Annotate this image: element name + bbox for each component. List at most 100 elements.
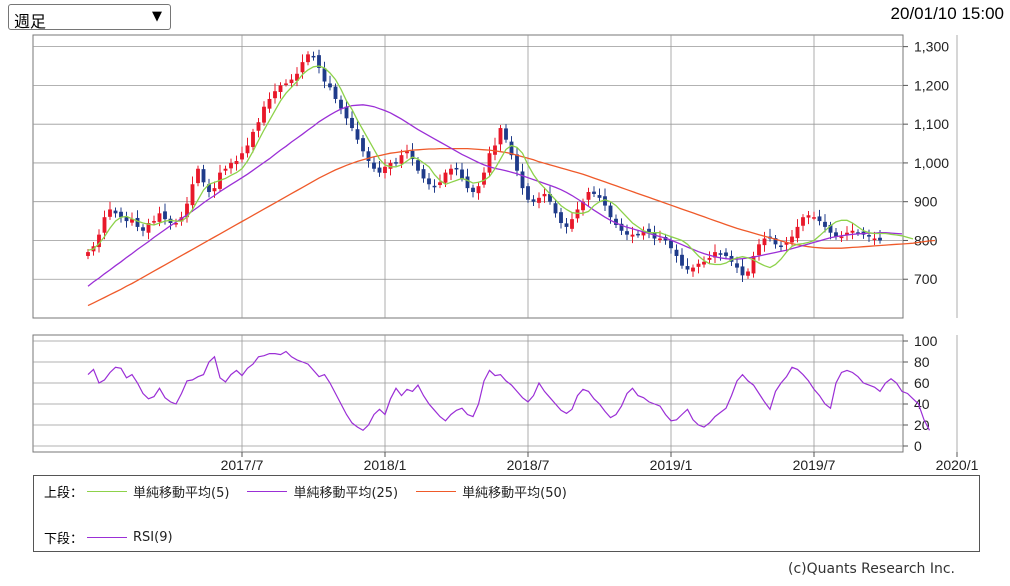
candle-body xyxy=(625,231,629,235)
candle-body xyxy=(685,266,690,270)
candle-body xyxy=(724,252,728,256)
candle-body xyxy=(608,205,613,218)
candle-body xyxy=(850,230,855,233)
candle-body xyxy=(460,169,464,179)
rsi-frame xyxy=(32,334,904,453)
candle-body xyxy=(405,151,409,154)
candle-body xyxy=(295,73,299,81)
candle-body xyxy=(163,211,167,220)
legend-ma5-label: 単純移動平均(5) xyxy=(133,486,230,501)
candle-body xyxy=(289,79,294,84)
candle-body xyxy=(878,237,882,241)
candle-body xyxy=(542,193,547,197)
x-tick-label: 2018/1 xyxy=(364,457,407,470)
candle-body xyxy=(751,255,756,274)
candle-body xyxy=(97,234,101,248)
candle-body xyxy=(482,172,486,185)
candle-body xyxy=(146,223,151,233)
candle-body xyxy=(157,213,162,222)
candle-body xyxy=(537,197,541,203)
candle-body xyxy=(630,234,635,237)
timestamp: 20/01/10 15:00 xyxy=(890,4,1004,23)
x-tick-label: 2019/1 xyxy=(650,457,693,470)
legend-rsi-line xyxy=(87,537,128,538)
legend-ma50-line xyxy=(416,491,457,492)
candle-body xyxy=(713,252,717,258)
period-select[interactable]: 週足 ▼ xyxy=(8,4,171,31)
x-tick-label: 2020/1 xyxy=(936,457,979,470)
candle-body xyxy=(449,168,453,175)
candle-body xyxy=(757,244,761,256)
candle-body xyxy=(581,201,585,211)
candle-body xyxy=(207,184,211,193)
candle-body xyxy=(300,62,305,73)
candle-body xyxy=(317,55,321,68)
candle-body xyxy=(465,176,470,189)
price-tick-label: 900 xyxy=(914,194,938,210)
candle-body xyxy=(702,261,706,265)
candle-body xyxy=(223,168,228,171)
candle-body xyxy=(586,192,591,200)
ma5-line xyxy=(87,65,914,269)
candle-body xyxy=(779,245,783,248)
candle-body xyxy=(135,217,140,227)
price-tick-label: 700 xyxy=(914,271,938,287)
candle-body xyxy=(823,221,827,227)
candle-body xyxy=(119,211,123,218)
period-select-value: 週足 xyxy=(14,12,47,31)
candle-body xyxy=(179,217,184,222)
candle-body xyxy=(784,242,789,245)
rsi-tick-label: 40 xyxy=(914,396,930,412)
candle-body xyxy=(559,212,563,224)
candle-body xyxy=(740,266,745,276)
candle-body xyxy=(597,195,602,198)
candle-body xyxy=(306,54,310,63)
x-tick-label: 2017/7 xyxy=(221,457,264,470)
candle-body xyxy=(377,167,382,173)
candle-body xyxy=(366,151,371,161)
candle-body xyxy=(86,252,90,256)
candle-body xyxy=(603,196,607,206)
legend-upper-label: 上段： xyxy=(44,486,84,501)
chevron-down-icon[interactable]: ▼ xyxy=(152,9,162,24)
candle-body xyxy=(416,160,420,171)
chart-svg: 700 800 900 1,000 1,100 1,200 1,300 0 20 40 60 80 1… xyxy=(32,34,979,470)
candle-body xyxy=(773,238,778,245)
candle-body xyxy=(328,83,332,88)
candle-body xyxy=(267,98,272,109)
legend-ma25-line xyxy=(247,491,288,492)
candle-body xyxy=(240,153,244,160)
candle-body xyxy=(674,249,679,256)
candle-body xyxy=(641,230,646,236)
candle-body xyxy=(658,238,662,241)
candle-body xyxy=(438,182,442,186)
candle-body xyxy=(526,186,530,200)
candle-body xyxy=(806,215,811,218)
candle-body xyxy=(707,257,712,260)
x-tick-label: 2018/7 xyxy=(507,457,550,470)
candle-body xyxy=(647,228,651,233)
candle-body xyxy=(696,263,701,267)
candle-body xyxy=(311,55,316,58)
candle-body xyxy=(399,155,404,164)
candle-body xyxy=(152,221,156,223)
candle-body xyxy=(515,154,519,171)
candle-body xyxy=(141,227,145,231)
legend-ma50: 単純移動平均(50) xyxy=(412,482,567,501)
rsi-tick-label: 60 xyxy=(914,375,930,391)
legend-ma25-label: 単純移動平均(25) xyxy=(293,486,399,501)
candle-body xyxy=(410,150,415,160)
legend-lower-label: 下段： xyxy=(44,532,84,547)
candle-body xyxy=(251,131,255,148)
candle-body xyxy=(762,238,767,246)
candle-body xyxy=(421,169,426,179)
candle-body xyxy=(856,232,860,234)
candle-body xyxy=(735,263,739,268)
candle-body xyxy=(531,199,536,202)
candle-body xyxy=(471,187,475,193)
candle-body xyxy=(339,99,343,109)
candle-body xyxy=(487,153,492,173)
candle-body xyxy=(322,68,327,82)
candle-body xyxy=(344,106,349,119)
rsi-tick-label: 100 xyxy=(914,333,938,349)
